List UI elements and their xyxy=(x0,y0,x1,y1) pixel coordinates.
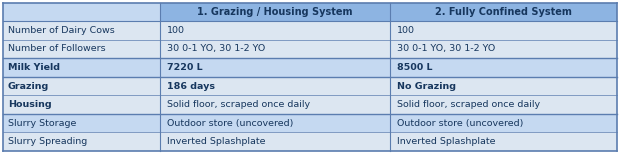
Bar xyxy=(159,21,390,40)
Text: Outdoor store (uncovered): Outdoor store (uncovered) xyxy=(397,119,523,128)
Bar xyxy=(159,3,390,21)
Text: Outdoor store (uncovered): Outdoor store (uncovered) xyxy=(167,119,293,128)
Bar xyxy=(390,95,617,114)
Text: Number of Followers: Number of Followers xyxy=(8,44,105,53)
Bar xyxy=(159,95,390,114)
Text: Slurry Spreading: Slurry Spreading xyxy=(8,137,87,146)
Bar xyxy=(390,114,617,132)
Bar xyxy=(3,58,159,77)
Bar xyxy=(3,114,159,132)
Bar xyxy=(159,40,390,58)
Text: 186 days: 186 days xyxy=(167,81,215,91)
Bar xyxy=(159,77,390,95)
Text: 30 0-1 YO, 30 1-2 YO: 30 0-1 YO, 30 1-2 YO xyxy=(397,44,495,53)
Text: Grazing: Grazing xyxy=(8,81,49,91)
Text: 100: 100 xyxy=(167,26,185,35)
Text: Solid floor, scraped once daily: Solid floor, scraped once daily xyxy=(167,100,310,109)
Text: Inverted Splashplate: Inverted Splashplate xyxy=(397,137,495,146)
Text: Number of Dairy Cows: Number of Dairy Cows xyxy=(8,26,115,35)
Text: 2. Fully Confined System: 2. Fully Confined System xyxy=(435,7,572,17)
Text: Housing: Housing xyxy=(8,100,51,109)
Text: Solid floor, scraped once daily: Solid floor, scraped once daily xyxy=(397,100,540,109)
Text: Milk Yield: Milk Yield xyxy=(8,63,60,72)
Bar xyxy=(159,114,390,132)
Bar xyxy=(390,77,617,95)
Text: Slurry Storage: Slurry Storage xyxy=(8,119,76,128)
Text: 7220 L: 7220 L xyxy=(167,63,202,72)
Text: 8500 L: 8500 L xyxy=(397,63,432,72)
Bar xyxy=(390,21,617,40)
Bar xyxy=(390,58,617,77)
Bar xyxy=(3,132,159,151)
Bar xyxy=(3,3,159,21)
Bar xyxy=(159,58,390,77)
Bar xyxy=(3,21,159,40)
Bar xyxy=(159,132,390,151)
Text: No Grazing: No Grazing xyxy=(397,81,456,91)
Bar xyxy=(390,132,617,151)
Text: Inverted Splashplate: Inverted Splashplate xyxy=(167,137,265,146)
Bar xyxy=(3,77,159,95)
Text: 30 0-1 YO, 30 1-2 YO: 30 0-1 YO, 30 1-2 YO xyxy=(167,44,265,53)
Bar xyxy=(3,40,159,58)
Text: 100: 100 xyxy=(397,26,415,35)
Bar xyxy=(390,40,617,58)
Bar xyxy=(3,95,159,114)
Bar xyxy=(390,3,617,21)
Text: 1. Grazing / Housing System: 1. Grazing / Housing System xyxy=(197,7,352,17)
